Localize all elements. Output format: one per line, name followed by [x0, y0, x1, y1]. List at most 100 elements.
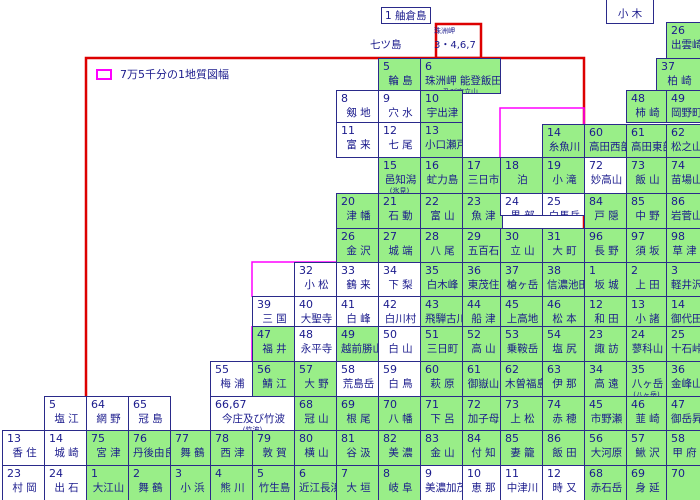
sheet-c79-tsuruga[interactable]: 79 敦 賀 — [252, 430, 295, 466]
sheet-c86-iida[interactable]: 86 飯 田 — [542, 430, 585, 466]
sheet-e13-komoro[interactable]: 13 小 諸 — [626, 296, 667, 327]
sheet-c71-gero[interactable]: 71 下 呂 — [420, 396, 463, 432]
sheet-c37-yarigatake[interactable]: 37 槍ヶ岳 — [500, 262, 543, 298]
sheet-e12-wada[interactable]: 12 和 田 — [584, 296, 627, 327]
sheet-e73-iiyama[interactable]: 73 飯 山 — [626, 157, 667, 195]
sheet-c31-omachi[interactable]: 31 大 町 — [542, 228, 585, 264]
sheet-w24-izushi[interactable]: 24 出 石 — [44, 465, 87, 500]
sheet-e49-okada[interactable]: 49 岡野町 — [666, 90, 700, 123]
sheet-e97-suzaka[interactable]: 97 須 坂 — [626, 228, 667, 264]
sheet-c17-sankaichi[interactable]: 17 三日市 — [462, 157, 503, 195]
sheet-c10-ushitsu[interactable]: 10 宇出津 — [420, 90, 463, 123]
sheet-c28-yatsuo[interactable]: 28 八 尾 — [420, 228, 463, 264]
sheet-r6-omi[interactable]: 6 近江長浜 — [294, 465, 337, 500]
sheet-c63-ina[interactable]: 63 伊 那 — [542, 361, 585, 397]
sheet-r7-ogaki[interactable]: 7 大 垣 — [336, 465, 379, 500]
sheet-r2-maizuru[interactable]: 2 舞 鶴 — [128, 465, 171, 500]
sheet-c49-echizen[interactable]: 49 越前勝山 — [336, 326, 379, 362]
sheet-e1-sakaki[interactable]: 1 坂 城 — [584, 262, 627, 298]
sheet-e72-myoko[interactable]: 72 妙高山 — [584, 157, 627, 195]
sheet-r9-minokamo[interactable]: 9 美濃加茂 — [420, 465, 463, 500]
sheet-c33-tsurugi[interactable]: 33 鶴 来 — [336, 262, 379, 298]
sheet-c62-kisofuku[interactable]: 62 木曽福島 — [500, 361, 543, 397]
sheet-c13-kotakase[interactable]: 13 小口瀬戸 — [420, 122, 463, 158]
sheet-e34-takato[interactable]: 34 高 遠 — [584, 361, 627, 397]
sheet-c11-tomiki[interactable]: 11 富 来 — [336, 122, 379, 158]
sheet-c35-hakusan[interactable]: 35 白木峰 — [420, 262, 463, 298]
sheet-e96-nagano[interactable]: 96 長 野 — [584, 228, 627, 264]
sheet-w5-shiotsu[interactable]: 5 塩 江 — [44, 396, 87, 432]
sheet-c47-fukui[interactable]: 47 福 井 — [252, 326, 295, 362]
sheet-c20-tsubata[interactable]: 20 津 幡 — [336, 193, 379, 229]
sheet-r11-nakatsu[interactable]: 11 中津川 — [500, 465, 543, 500]
sheet-e69-minobu[interactable]: 69 身 延 — [626, 465, 667, 500]
sheet-c34-shimonashi[interactable]: 34 下 梨 — [378, 262, 421, 298]
sheet-r10-ena[interactable]: 10 恵 那 — [462, 465, 503, 500]
sheet-c73-agematsu[interactable]: 73 上 松 — [500, 396, 543, 432]
sheet-c56-sabae[interactable]: 56 鯖 江 — [252, 361, 295, 397]
sheet-r3-obama[interactable]: 3 小 浜 — [170, 465, 213, 500]
sheet-c72-kashimo[interactable]: 72 加子母 — [462, 396, 503, 432]
sheet-e35-yatsu[interactable]: 35 八ヶ岳 (八ヶ岳) — [626, 361, 667, 397]
sheet-e25-jumonji[interactable]: 25 十石峠 — [666, 326, 700, 362]
sheet-c50-hakusan2[interactable]: 50 白 山 — [378, 326, 421, 362]
sheet-c66-imajo[interactable]: 66,67 今庄及び竹波 (竹波) — [210, 396, 295, 432]
sheet-e47-mitake[interactable]: 47 御岳昇仙峡 — [666, 396, 700, 432]
sheet-c16-himi2[interactable]: 16 虻力島 — [420, 157, 463, 195]
sheet-e2-ueda[interactable]: 2 上 田 — [626, 262, 667, 298]
sheet-c25-hakuba[interactable]: 25 白馬岳 — [542, 193, 585, 216]
sheet-e85-nakano[interactable]: 85 中 野 — [626, 193, 667, 229]
sheet-c27-johana[interactable]: 27 城 端 — [378, 228, 421, 264]
sheet-c21-isurugi[interactable]: 21 石 動 — [378, 193, 421, 229]
sheet-c18-tomari[interactable]: 18 泊 — [500, 157, 543, 195]
sheet-c61-ontake[interactable]: 61 御嶽山 — [462, 361, 503, 397]
sheet-e48-kashiwazaki2[interactable]: 48 柿 崎 — [626, 90, 667, 123]
sheet-c64-amino[interactable]: 64 網 野 — [86, 396, 129, 432]
sheet-w13-kasumi[interactable]: 13 香 住 — [2, 430, 45, 466]
sheet-e57-kajikazawa[interactable]: 57 鰍 沢 — [626, 430, 667, 466]
sheet-w14-kinosaki[interactable]: 14 城 崎 — [44, 430, 87, 466]
sheet-c42-shirakawa[interactable]: 42 白川村 — [378, 296, 421, 327]
sheet-e46-nirasaki[interactable]: 46 韮 崎 — [626, 396, 667, 432]
sheet-c38-shinano[interactable]: 38 信濃池田 — [542, 262, 585, 298]
sheet-r1-oeyama[interactable]: 1 大江山 — [86, 465, 129, 500]
sheet-c58-arashima[interactable]: 58 荒島岳 — [336, 361, 379, 397]
sheet-c46-matsumoto[interactable]: 46 松 本 — [542, 296, 585, 327]
sheet-c48-eiheiji[interactable]: 48 永平寺 — [294, 326, 337, 362]
sheet-c55-umeura[interactable]: 55 梅 浦 — [210, 361, 253, 397]
sheet-e86-iwasuge[interactable]: 86 岩菅山 — [666, 193, 700, 229]
sheet-e98-kusatsu[interactable]: 98 草 津 — [666, 228, 700, 264]
island-nanatsu[interactable]: 七ツ島 — [370, 37, 402, 52]
sheet-e70-shimobe[interactable]: 70 — [666, 465, 700, 500]
sheet-c15-himi[interactable]: 15 邑知潟 (氷見) — [378, 157, 421, 195]
sheet-e36-kinpu[interactable]: 36 金峰山 — [666, 361, 700, 397]
sheet-w23-muraoka[interactable]: 23 村 岡 — [2, 465, 45, 500]
sheet-suzu-top[interactable]: 珠洲岬 3・4,6,7 — [434, 26, 476, 51]
sheet-e26-izumo[interactable]: 26 出雲崎 — [666, 22, 700, 59]
sheet-c69-nebo[interactable]: 69 根 尾 — [336, 396, 379, 432]
sheet-e74-naeba[interactable]: 74 苗場山 — [666, 157, 700, 195]
sheet-e23-suwa[interactable]: 23 諏 訪 — [584, 326, 627, 362]
sheet-c43-hidafuru[interactable]: 43 飛騨古川 — [420, 296, 463, 327]
sheet-e58-kofu[interactable]: 58 甲 府 — [666, 430, 700, 466]
sheet-c81-tanigumi[interactable]: 81 谷 汲 — [336, 430, 379, 466]
sheet-c75-miyazu[interactable]: 75 宮 津 — [86, 430, 129, 466]
sheet-e3-karuizawa[interactable]: 3 軽井沢 — [666, 262, 700, 298]
sheet-c53-norikura[interactable]: 53 乗鞍岳 — [500, 326, 543, 362]
sheet-c22-toyama[interactable]: 22 富 山 — [420, 193, 463, 229]
sheet-c57-ono[interactable]: 57 大 野 — [294, 361, 337, 397]
sheet-c70-hachiman[interactable]: 70 八 幡 — [378, 396, 421, 432]
sheet-c39-mikuni[interactable]: 39 三 国 — [252, 296, 295, 327]
sheet-c52-takayama[interactable]: 52 高 山 — [462, 326, 503, 362]
sheet-r5-takeshima[interactable]: 5 竹生島 — [252, 465, 295, 500]
sheet-c32-komatsu[interactable]: 32 小 松 — [294, 262, 337, 298]
sheet-c12-nanao[interactable]: 12 七 尾 — [378, 122, 421, 158]
sheet-r12-tokimata[interactable]: 12 時 又 — [542, 465, 585, 500]
sheet-e60-takada[interactable]: 60 高田西部 — [584, 124, 627, 160]
sheet-c29-goka[interactable]: 29 五百石 — [462, 228, 503, 264]
sheet-r4-kumagawa[interactable]: 4 熊 川 — [210, 465, 253, 500]
sheet-c60-hagiwara[interactable]: 60 萩 原 — [420, 361, 463, 397]
island-hekura[interactable]: 1 舳倉島 — [381, 7, 431, 24]
sheet-e84-togakushi[interactable]: 84 戸 隠 — [584, 193, 627, 229]
